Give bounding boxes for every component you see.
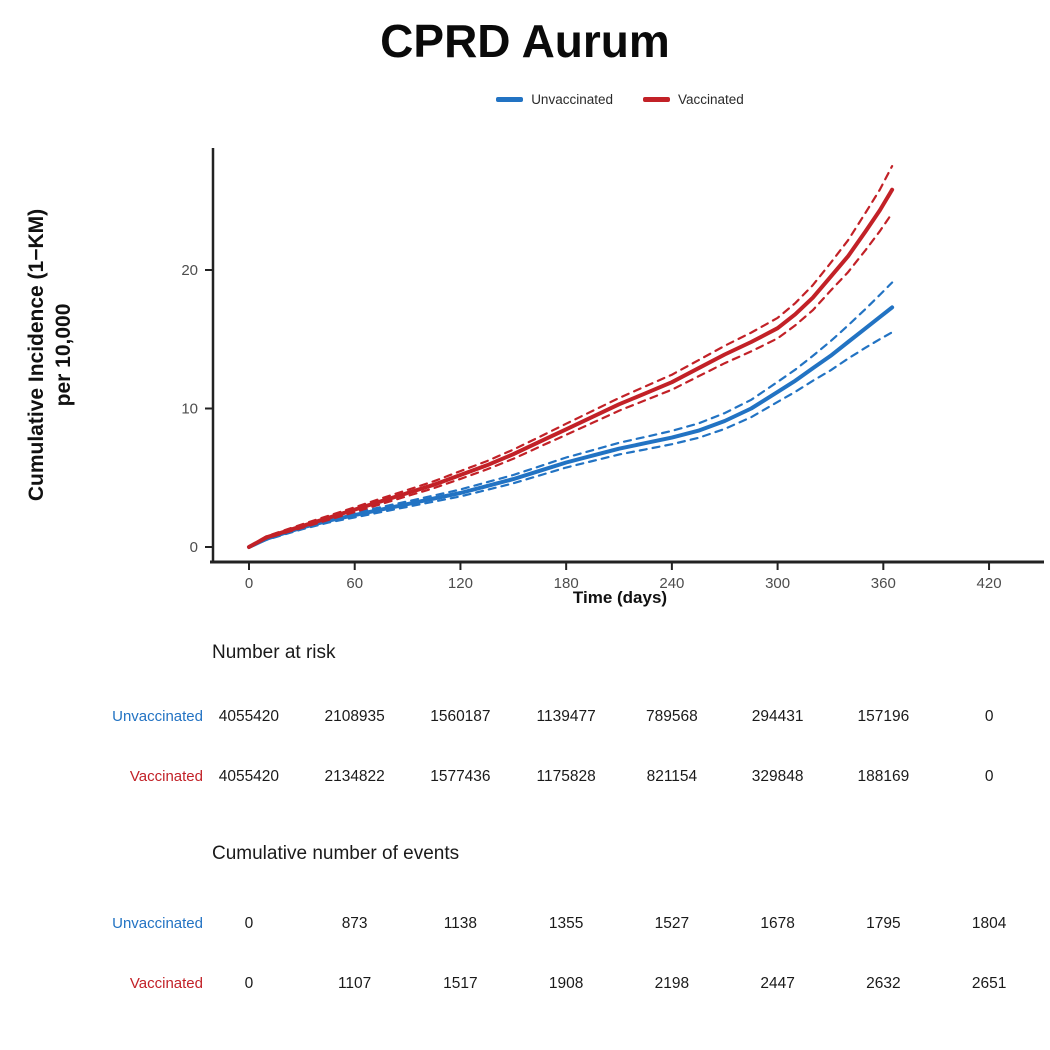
km-plot: 0 10 20 0 60 120 180 240 300 360 420 — [181, 148, 1044, 592]
events-value: 1527 — [654, 915, 690, 932]
risk-value: 1560187 — [430, 708, 491, 725]
x-tick-label: 360 — [871, 575, 896, 592]
y-tick-label: 20 — [181, 262, 198, 279]
events-row-vaccinated: 0 1107 1517 1908 2198 2447 2632 2651 — [196, 975, 1042, 993]
events-value: 1795 — [866, 915, 901, 932]
curve-unvaccinated — [247, 305, 895, 549]
chart-title: CPRD Aurum — [380, 15, 670, 67]
events-value: 0 — [244, 915, 254, 932]
risk-row-label-unvaccinated: Unvaccinated — [112, 708, 203, 725]
x-axis-label: Time (days) — [572, 588, 668, 607]
curve-vaccinated — [247, 187, 895, 549]
risk-value: 294431 — [751, 708, 804, 725]
legend-label: Vaccinated — [678, 92, 744, 107]
risk-value: 1175828 — [536, 768, 596, 785]
events-value: 1908 — [548, 975, 584, 992]
events-value: 2198 — [654, 975, 690, 992]
risk-value: 157196 — [857, 708, 910, 725]
x-tick-label: 60 — [346, 575, 363, 592]
legend-line-icon — [643, 97, 670, 102]
events-value: 2447 — [760, 975, 795, 992]
x-tick-label: 180 — [554, 575, 579, 592]
events-value: 1678 — [760, 915, 795, 932]
events-row-label-vaccinated: Vaccinated — [129, 975, 203, 992]
risk-value: 188169 — [857, 768, 910, 785]
ci-lower-vaccinated — [247, 212, 894, 549]
events-value: 1107 — [337, 975, 372, 992]
ci-upper-vaccinated — [247, 164, 894, 548]
events-value: 1138 — [443, 915, 478, 932]
ci-lower-unvaccinated — [247, 331, 894, 549]
legend-label: Unvaccinated — [531, 92, 613, 107]
events-value: 0 — [244, 975, 254, 992]
x-tick-label: 420 — [977, 575, 1002, 592]
events-value: 2651 — [971, 975, 1007, 992]
x-tick-label: 240 — [659, 575, 684, 592]
x-tick-label: 120 — [448, 575, 473, 592]
events-row-unvaccinated: 0 873 1138 1355 1527 1678 1795 1804 — [196, 915, 1042, 933]
y-tick-label: 10 — [181, 401, 198, 418]
legend-line-icon — [496, 97, 524, 102]
risk-row-vaccinated: 4055420 2134822 1577436 1175828 821154 329848… — [196, 768, 1042, 786]
events-value: 1517 — [443, 975, 478, 992]
legend-item-vaccinated: Vaccinated — [643, 92, 744, 107]
risk-value: 4055420 — [218, 708, 280, 725]
risk-value: 1577436 — [430, 768, 491, 785]
risk-value: 821154 — [646, 768, 698, 785]
risk-value: 4055420 — [218, 768, 280, 785]
y-tick-label: 0 — [190, 539, 198, 556]
events-value: 1804 — [971, 915, 1007, 932]
legend-item-unvaccinated: Unvaccinated — [496, 92, 613, 107]
events-value: 1355 — [548, 915, 584, 932]
risk-value: 329848 — [751, 768, 804, 785]
events-value: 873 — [341, 915, 368, 932]
risk-value: 2108935 — [324, 708, 385, 725]
events-row-label-unvaccinated: Unvaccinated — [112, 915, 203, 932]
x-tick-label: 300 — [765, 575, 790, 592]
risk-value: 789568 — [646, 708, 698, 725]
x-tick-label: 0 — [245, 575, 253, 592]
risk-value: 0 — [984, 768, 994, 785]
risk-value: 0 — [984, 708, 994, 725]
ci-upper-unvaccinated — [247, 281, 894, 548]
risk-table-title: Number at risk — [212, 642, 336, 663]
risk-row-unvaccinated: 4055420 2108935 1560187 1139477 789568 294431… — [196, 708, 1042, 726]
events-value: 2632 — [866, 975, 901, 992]
risk-value: 2134822 — [324, 768, 385, 785]
risk-row-label-vaccinated: Vaccinated — [129, 768, 203, 785]
events-table-title: Cumulative number of events — [212, 843, 460, 864]
risk-value: 1139477 — [536, 708, 596, 725]
chart-legend: Unvaccinated Vaccinated — [190, 92, 1050, 107]
